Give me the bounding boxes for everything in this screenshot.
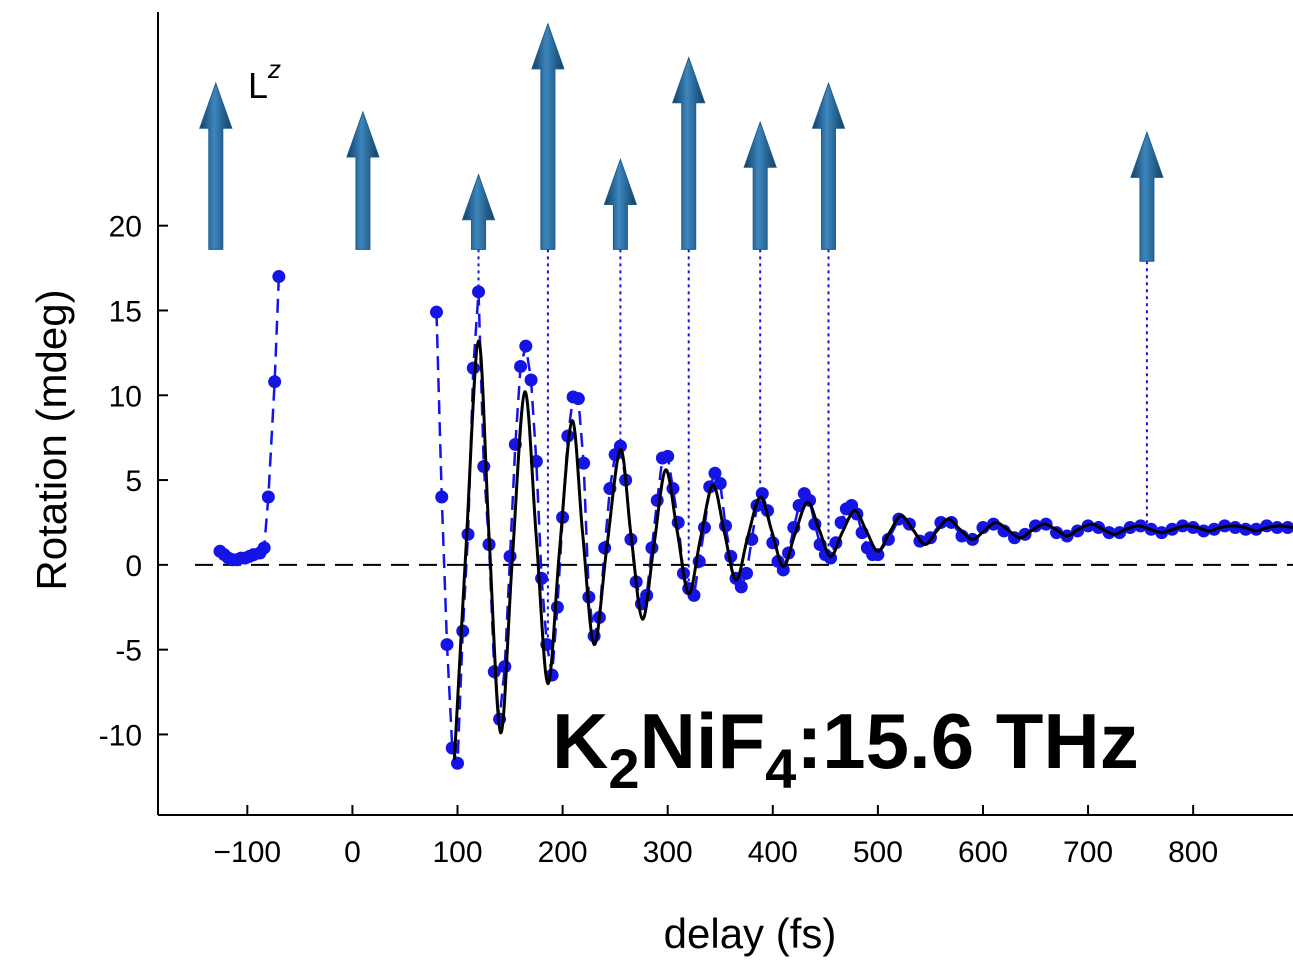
data-point: [708, 466, 722, 480]
data-point: [740, 566, 754, 580]
annotation: K2NiF4:15.6 THz: [552, 697, 1139, 800]
arrow: [603, 158, 638, 250]
y-tick-label: -5: [115, 635, 142, 668]
x-tick-label: 200: [538, 836, 588, 869]
data-point: [429, 305, 443, 319]
data-point: [477, 459, 491, 473]
annotation-sub: 2: [608, 737, 639, 800]
y-tick-label: -10: [99, 719, 142, 752]
y-tick-label: 20: [109, 211, 142, 244]
y-tick-label: 5: [125, 465, 142, 498]
data-point: [503, 549, 517, 563]
data-point: [550, 600, 564, 614]
x-tick-label: 700: [1063, 836, 1113, 869]
arrow: [346, 110, 380, 250]
x-tick-label: 800: [1168, 836, 1218, 869]
x-tick-label: 500: [853, 836, 903, 869]
data-point: [451, 756, 465, 770]
data-point: [524, 373, 538, 387]
data-point: [466, 361, 480, 375]
data-dashed-line: [435, 291, 1288, 764]
annotation-part: K: [552, 697, 608, 785]
x-tick-label: 300: [643, 836, 693, 869]
data-point: [257, 541, 271, 555]
data-point: [445, 741, 459, 755]
data-point: [571, 392, 585, 406]
data-point: [514, 359, 528, 373]
arrow: [199, 81, 233, 250]
data-point: [871, 548, 885, 562]
data-dashed-line: [219, 276, 281, 562]
data-point: [1008, 531, 1022, 545]
data-point: [776, 563, 790, 577]
annotation-part: NiF: [640, 697, 766, 785]
x-tick-label: 600: [958, 836, 1008, 869]
data-point: [1270, 521, 1284, 535]
data-point: [272, 270, 286, 284]
y-tick-label: 10: [109, 380, 142, 413]
data-point: [519, 339, 533, 353]
arrow-label: Lz: [248, 54, 281, 106]
data-point: [261, 490, 275, 504]
x-axis-title: delay (fs): [664, 910, 837, 957]
data-point: [598, 541, 612, 555]
arrow: [672, 56, 706, 250]
y-axis-title: Rotation (mdeg): [28, 289, 75, 590]
data-point: [472, 285, 486, 299]
x-tick-label: 0: [344, 836, 361, 869]
data-point: [268, 375, 282, 389]
annotation-part: :15.6 THz: [796, 697, 1138, 785]
data-point: [1228, 521, 1242, 535]
data-point: [435, 490, 449, 504]
arrow: [743, 120, 777, 250]
x-tick-label: 100: [432, 836, 482, 869]
data-point: [1249, 522, 1263, 536]
plot-area: [195, 22, 1293, 770]
data-point: [703, 480, 717, 494]
arrow: [461, 173, 496, 250]
data-point: [440, 638, 454, 652]
y-tick-label: 0: [125, 550, 142, 583]
data-point: [734, 580, 748, 594]
annotation-sub: 4: [765, 737, 796, 800]
data-point: [577, 456, 591, 470]
x-tick-label: −100: [214, 836, 282, 869]
data-point: [613, 439, 627, 453]
arrow: [1130, 130, 1164, 262]
data-point: [661, 449, 675, 463]
x-tick-label: 400: [748, 836, 798, 869]
data-point: [535, 571, 549, 585]
fit-line: [452, 339, 1293, 760]
data-point: [934, 515, 948, 529]
data-point: [713, 476, 727, 490]
arrow-label-base: L: [248, 65, 268, 106]
arrow: [811, 81, 846, 250]
arrow: [531, 22, 565, 250]
y-tick-label: 15: [109, 295, 142, 328]
arrow-label-sup: z: [267, 54, 281, 84]
